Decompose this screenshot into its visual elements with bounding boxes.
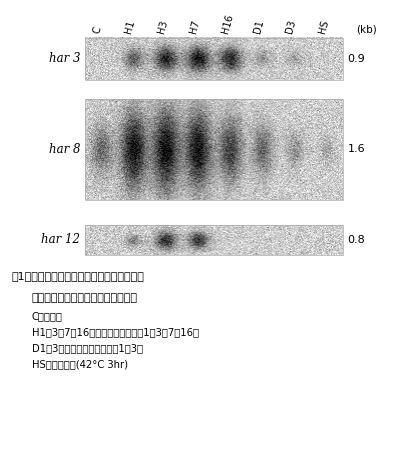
- Bar: [85, 99, 343, 200]
- Text: HS：高温処理(42°C 3hr): HS：高温処理(42°C 3hr): [32, 359, 128, 369]
- Text: H1: H1: [124, 19, 137, 34]
- Text: H1，3，7，16：ハードニング処礆1，3，7，16日: H1，3，7，16：ハードニング処礆1，3，7，16日: [32, 327, 199, 337]
- Bar: [85, 38, 343, 80]
- Text: har 8: har 8: [49, 143, 80, 156]
- Text: D3: D3: [285, 18, 298, 34]
- Text: D1，3：デハードニング処礆1，3日: D1，3：デハードニング処礆1，3日: [32, 343, 143, 353]
- Text: H7: H7: [188, 19, 201, 34]
- Text: D1: D1: [252, 18, 266, 34]
- Text: HS: HS: [317, 19, 330, 34]
- Text: (kb): (kb): [356, 24, 377, 34]
- Text: H16: H16: [220, 13, 235, 34]
- Text: C: C: [91, 25, 103, 34]
- Text: 0.9: 0.9: [348, 54, 365, 64]
- Text: H3: H3: [156, 19, 169, 34]
- Text: による反応性遺伝子の発現パターン: による反応性遺伝子の発現パターン: [32, 293, 138, 303]
- Text: 図1．ハードニング及びデハードニング処理: 図1．ハードニング及びデハードニング処理: [12, 271, 145, 281]
- Text: 0.8: 0.8: [348, 235, 365, 245]
- Bar: [85, 225, 343, 255]
- Text: 1.6: 1.6: [348, 144, 365, 154]
- Text: har 3: har 3: [49, 52, 80, 66]
- Text: har 12: har 12: [41, 233, 80, 246]
- Text: C：無処理: C：無処理: [32, 311, 63, 321]
